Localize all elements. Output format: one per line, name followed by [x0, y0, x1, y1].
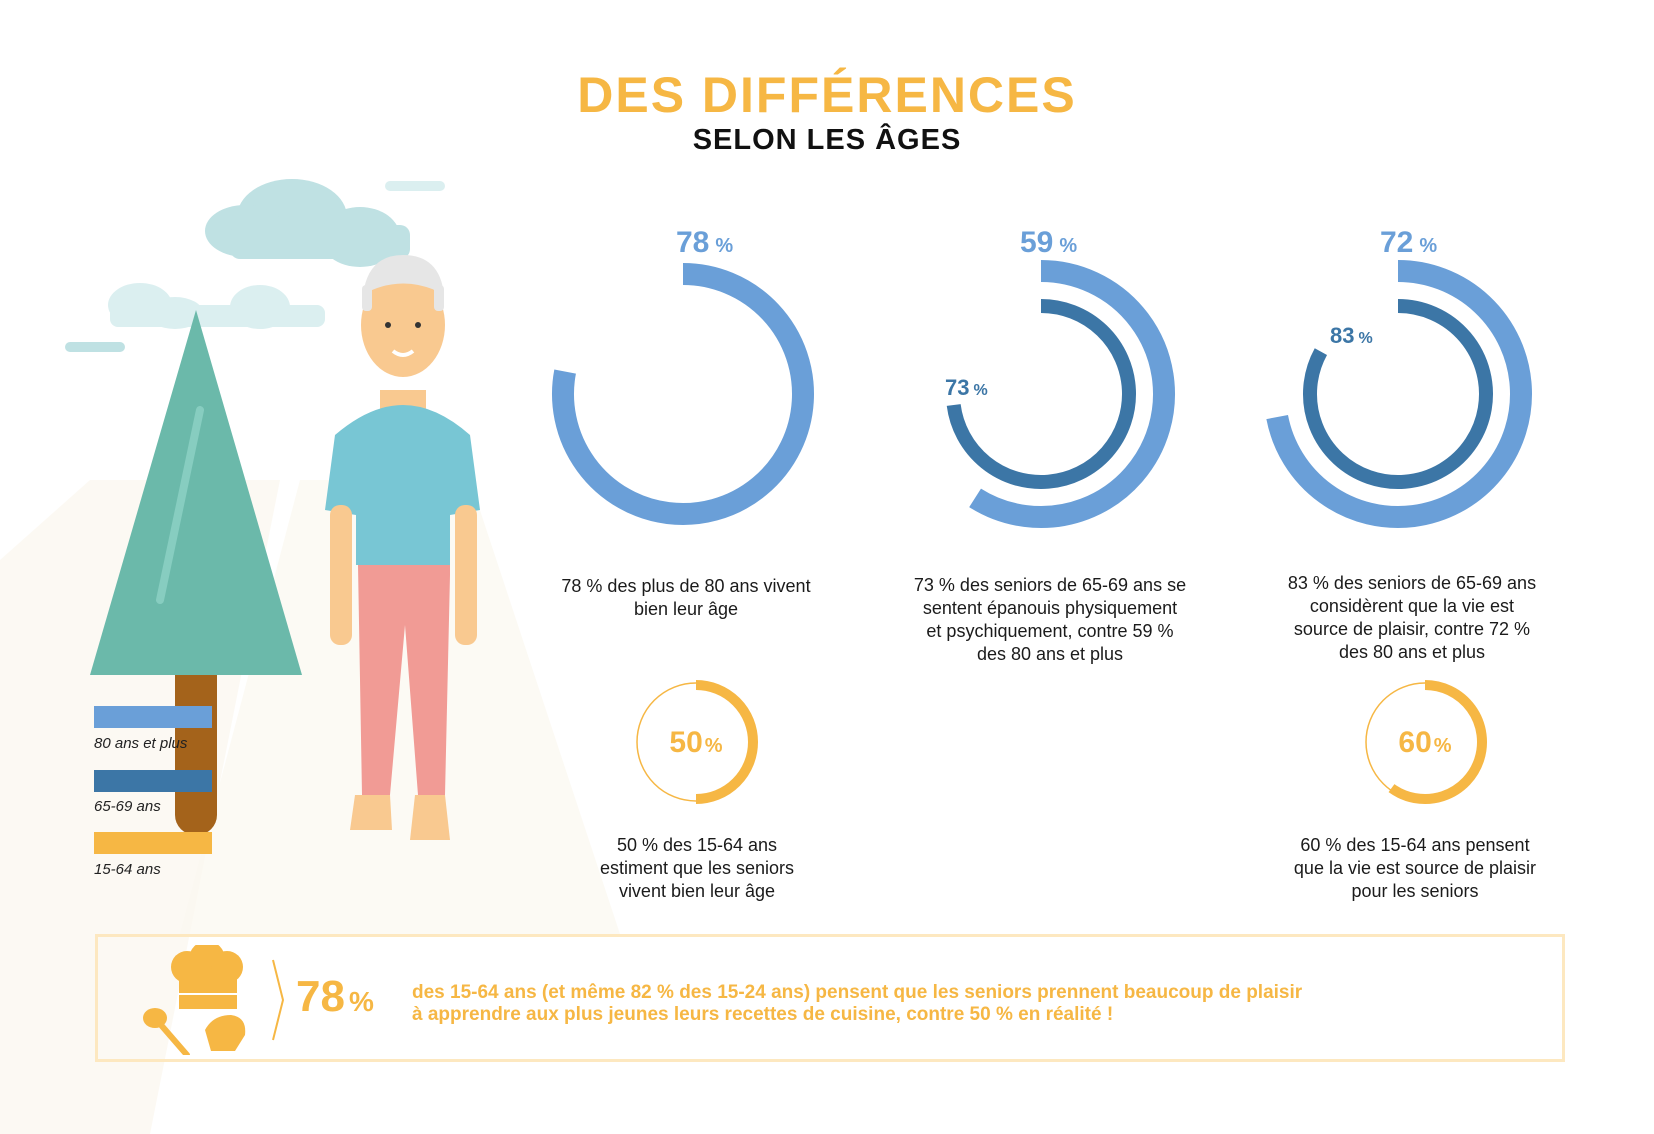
caption-donut2: 73 % des seniors de 65-69 ans se sentent … [913, 575, 1187, 664]
cloud-icon [205, 179, 410, 267]
legend-label-80: 80 ans et plus [94, 735, 188, 752]
legend-swatch-80 [94, 706, 212, 728]
donut4-arc-1564 [695, 680, 758, 804]
donut2-outer-label: 59% [1020, 226, 1077, 259]
chef-hat-icon [179, 995, 237, 1009]
legend-swatch-6569 [94, 770, 212, 792]
caption-donut5: 60 % des 15-64 ans pensent que la vie est… [1293, 835, 1537, 901]
bottom-stat-text: des 15-64 ans (et même 82 % des 15-24 an… [412, 982, 1303, 1025]
donut4-value-label: 50% [669, 726, 722, 759]
illustration [65, 179, 480, 840]
caption-donut3: 83 % des seniors de 65-69 ans considèrent… [1287, 573, 1537, 662]
donut3-outer-label: 72% [1380, 226, 1437, 259]
cloud-streak [65, 342, 125, 352]
donut1-value-label: 78% [676, 226, 733, 259]
legend-swatch-1564 [94, 832, 212, 854]
caption-donut4: 50 % des 15-64 ans estiment que les senio… [599, 835, 795, 901]
donut2-arc-80 [969, 260, 1175, 528]
donut5-value-label: 60% [1398, 726, 1451, 759]
cloud-streak [385, 181, 445, 191]
donut3-arc-80 [1266, 260, 1532, 528]
cooking-icon [143, 945, 285, 1055]
page-subtitle: SELON LES ÂGES [692, 124, 962, 156]
page-title: DES DIFFÉRENCES [577, 67, 1077, 123]
tree-icon [90, 310, 302, 675]
legend-label-1564: 15-64 ans [94, 861, 161, 878]
bottom-banner [95, 934, 1565, 1062]
donut1-arc-80 [552, 263, 814, 525]
light-beam-right [180, 480, 620, 934]
senior-person-icon [325, 255, 480, 840]
donut5-arc-1564 [1388, 680, 1487, 804]
donut2-inner-label: 73% [945, 375, 988, 400]
donut2-arc-6569 [946, 299, 1136, 489]
donut3-arc-6569 [1303, 299, 1493, 489]
oven-mitt-icon [205, 1015, 246, 1051]
legend-label-6569: 65-69 ans [94, 798, 161, 815]
donut3-inner-label: 83% [1330, 323, 1373, 348]
caption-donut1: 78 % des plus de 80 ans vivent bien leur … [561, 576, 811, 619]
cloud-icon [108, 283, 325, 329]
bottom-stat-value: 78% [296, 972, 374, 1021]
